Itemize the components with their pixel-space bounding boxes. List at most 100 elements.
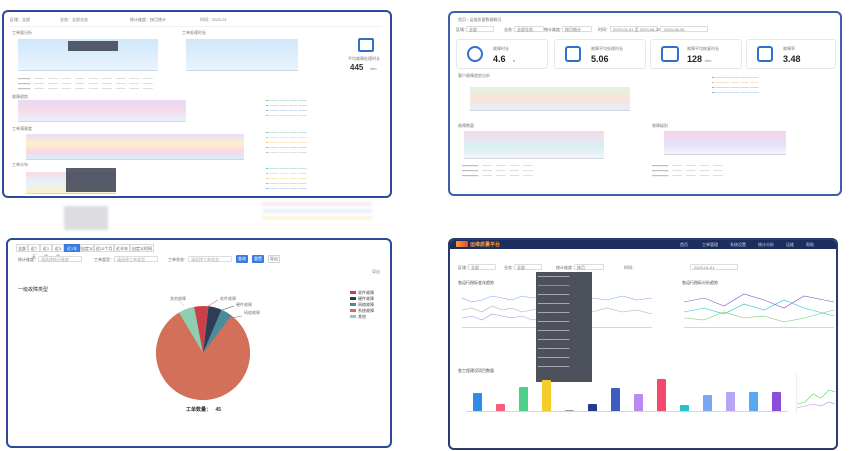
nav-menu-item[interactable]: 统计分析	[758, 242, 774, 247]
kpi-unit: min	[370, 66, 377, 71]
slice-label: 网络故障	[244, 310, 260, 315]
header-item: 时间：2023-01	[200, 17, 227, 22]
section-title: 故障趋势	[12, 94, 28, 99]
bar	[564, 409, 575, 411]
search-icon	[565, 46, 581, 62]
kpi-card: 故障率 3.48	[746, 39, 836, 69]
nav-menu-item[interactable]: 首页	[680, 242, 688, 247]
tab-item[interactable]: 全部	[16, 244, 28, 252]
legend-list: ━ ─── ─── ─── ─── ━ ─── ─── ─── ─── ━ ──…	[266, 166, 307, 191]
nav-menu-item[interactable]: 帮助	[806, 242, 814, 247]
filter-input[interactable]: 按月统计	[562, 26, 592, 32]
tab-item[interactable]: 近3月	[52, 244, 64, 259]
bar	[518, 387, 529, 411]
kpi-value: 445	[350, 63, 364, 72]
percent-icon	[757, 46, 773, 62]
bar	[587, 404, 598, 411]
bar	[495, 404, 506, 411]
pie-slice-blue	[203, 309, 232, 353]
pie-slice-green	[178, 306, 203, 353]
bar	[656, 379, 667, 411]
header-item: 区域：全部	[10, 17, 30, 22]
tab-item[interactable]: 自定义时间	[130, 244, 154, 252]
floppy-icon	[358, 38, 374, 52]
section-title: 客户故障趋势分析	[458, 73, 490, 78]
filter-input[interactable]: 全部业务	[514, 26, 544, 32]
bar	[610, 388, 621, 411]
mini-line-chart	[796, 374, 836, 414]
date-picker[interactable]: 2023-06-30	[660, 26, 708, 32]
bar	[633, 394, 644, 411]
filter-input[interactable]: 请选择统计维度	[38, 256, 82, 262]
legend-list: ━ ─── ─── ─── ─── ━ ─── ─── ─── ─── ━ ──…	[266, 98, 307, 118]
nav-menu-item[interactable]: 运维	[786, 242, 794, 247]
clock-icon	[467, 46, 483, 62]
area-chart	[664, 131, 786, 155]
chart-title: 一级故障类型	[18, 287, 49, 293]
breadcrumb: 首页 / 运维质量数据概况	[458, 17, 502, 22]
filter-input[interactable]: 全部	[466, 26, 494, 32]
slice-label: 硬件故障	[236, 302, 252, 307]
area-chart	[186, 39, 298, 71]
data-overlay-table: ━━━━━━━━━━━━━ ━━━━━━━━━━━━━ ━━━━━━━━━━━━…	[536, 272, 592, 382]
filter-label: 时间：	[624, 265, 636, 270]
header-item: 业务：全部业务	[60, 17, 88, 22]
reflection	[262, 202, 372, 232]
filter-input[interactable]: 全部	[468, 264, 496, 270]
tab-item[interactable]: 近半年	[114, 244, 130, 252]
header-item: 统计维度：按月统计	[130, 17, 166, 22]
pie-chart	[155, 299, 251, 401]
nav-menu-item[interactable]: 系统设置	[730, 242, 746, 247]
tab-item[interactable]: 自定义	[80, 244, 94, 252]
bar	[725, 391, 736, 411]
legend-list: ━ ───── ─── ─── ─── ━ ───── ─── ─── ─── …	[712, 75, 759, 95]
data-table: ━━━━━━━━ ──── ──── ──── ──── ━━━━━━━━ ──── ───…	[652, 163, 723, 178]
legend-item: 软件故障	[350, 290, 374, 296]
chart-legend: 软件故障 硬件故障 网络故障 系统故障 其他	[350, 290, 390, 324]
divider	[10, 26, 382, 27]
kpi-card: 故障平均处理时长 5.06	[554, 39, 646, 69]
corner-export-link[interactable]: 导出	[372, 269, 380, 274]
pie-center-label: 工单数量：	[186, 407, 212, 413]
filter-input[interactable]: 全部	[514, 264, 542, 270]
tab-item[interactable]: 近12个月	[94, 244, 114, 252]
reset-button[interactable]: 重置	[252, 255, 264, 263]
section-title: 故障数量	[458, 123, 474, 128]
tab-item[interactable]: 近1年	[64, 244, 80, 252]
section-title: 工单满意度	[12, 126, 32, 131]
tooltip-box	[68, 41, 118, 51]
reflection	[64, 206, 108, 230]
filter-input[interactable]: 按月	[574, 264, 604, 270]
pie-slice-navy	[203, 306, 222, 353]
top-nav-bar: 运维质量平台 首页 工单管理 系统设置 统计分析 运维 帮助	[450, 240, 836, 249]
tab-item[interactable]: 近7天	[28, 244, 40, 259]
chart-title: 各工程建设项目数量	[458, 368, 494, 373]
nav-menu-item[interactable]: 工单管理	[702, 242, 718, 247]
filter-label: 业务：	[504, 265, 516, 270]
pie-center-caption: 工单数量： 45	[186, 398, 221, 416]
pie-slice-main-body	[155, 312, 250, 400]
area-chart	[464, 131, 604, 159]
slice-label: 软件故障	[220, 296, 236, 301]
legend-list: ━ ─── ─── ─── ─── ━ ─── ─── ─── ─── ━ ──…	[266, 130, 307, 155]
dashboard-panel-bottom-right: 运维质量平台 首页 工单管理 系统设置 统计分析 运维 帮助 区域： 全部 业务…	[448, 238, 838, 450]
export-button[interactable]: 导出	[268, 255, 280, 263]
kpi-label: 平均故障处理时长	[348, 56, 380, 61]
query-button[interactable]: 查询	[236, 255, 248, 263]
filter-input[interactable]: 请选择工单状态	[188, 256, 232, 262]
bar	[679, 405, 690, 411]
filter-input[interactable]: 请选择工单类型	[114, 256, 158, 262]
tab-item[interactable]: 近1月	[40, 244, 52, 259]
kpi-card: 故障平均恢复时长 128 min	[650, 39, 742, 69]
dashboard-panel-top-left: 区域：全部 业务：全部业务 统计维度：按月统计 时间：2023-01 工单量分析…	[2, 10, 392, 198]
filter-input[interactable]: 2023-01-01 至 2023-06-30	[610, 26, 660, 32]
server-icon	[661, 46, 679, 62]
bar-chart	[466, 378, 788, 412]
slice-label: 其他故障	[170, 296, 186, 301]
chart-title: 各运行指标分析趋势	[682, 280, 718, 285]
date-picker[interactable]: 2023-01-01	[690, 264, 738, 270]
dashboard-panel-top-right: 首页 / 运维质量数据概况 区域： 全部 业务： 全部业务 统计维度： 按月统计…	[448, 11, 842, 196]
header-bar: 区域：全部 业务：全部业务 统计维度：按月统计 时间：2023-01	[10, 17, 380, 25]
chart-title: 各运行指标变化趋势	[458, 280, 494, 285]
